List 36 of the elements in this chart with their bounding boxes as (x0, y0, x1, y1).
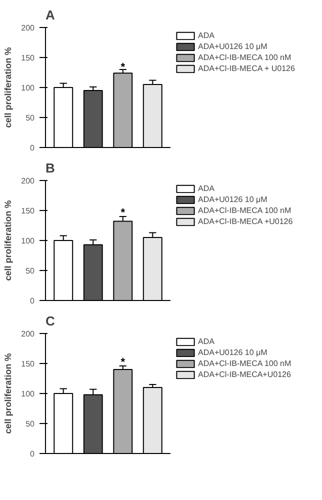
legend-label: ADA (198, 31, 216, 40)
legend-label: ADA+Cl-IB-MECA 100 nM (198, 206, 292, 215)
legend-label: ADA (198, 337, 216, 346)
y-tick-label: 50 (26, 114, 36, 122)
y-axis-title: cell proliferation % (3, 200, 14, 281)
y-tick-label: 100 (21, 84, 36, 92)
chart-title: B (46, 160, 55, 176)
legend-label: ADA (198, 184, 216, 193)
y-tick-label: 0 (30, 144, 36, 152)
y-tick-label: 50 (26, 420, 36, 428)
annotation: * (120, 356, 126, 368)
annotation: * (120, 62, 126, 74)
y-tick-label: 150 (21, 206, 36, 216)
y-tick-label: 200 (21, 176, 36, 186)
y-tick-label: 200 (21, 330, 36, 338)
legend-label: ADA+Cl-IB-MECA+U0126 (198, 370, 291, 379)
y-tick-label: 0 (30, 296, 36, 306)
y-tick-label: 200 (21, 24, 36, 32)
y-tick-label: 100 (21, 390, 36, 398)
y-tick-label: 150 (21, 54, 36, 62)
y-axis-title: cell proliferation % (3, 47, 14, 128)
y-tick-label: 150 (21, 360, 36, 368)
legend-label: ADA+Cl-IB-MECA 100 nM (198, 53, 292, 62)
legend-label: ADA+U0126 10 μM (198, 348, 268, 357)
legend-label: ADA+U0126 10 μM (198, 42, 268, 51)
annotation: * (120, 206, 126, 219)
y-axis-title: cell proliferation % (3, 353, 14, 434)
legend-label: ADA+Cl-IB-MECA 100 nM (198, 359, 292, 368)
y-tick-label: 0 (30, 450, 36, 458)
chart-title: A (46, 8, 56, 22)
chart-title: C (46, 314, 56, 328)
y-tick-label: 100 (21, 236, 36, 246)
y-tick-label: 50 (26, 266, 36, 276)
legend-label: ADA+Cl-IB-MECA + U0126 (198, 64, 295, 73)
legend-label: ADA+U0126 10 μM (198, 195, 268, 204)
legend-label: ADA+Cl-IB-MECA +U0126 (198, 217, 293, 226)
